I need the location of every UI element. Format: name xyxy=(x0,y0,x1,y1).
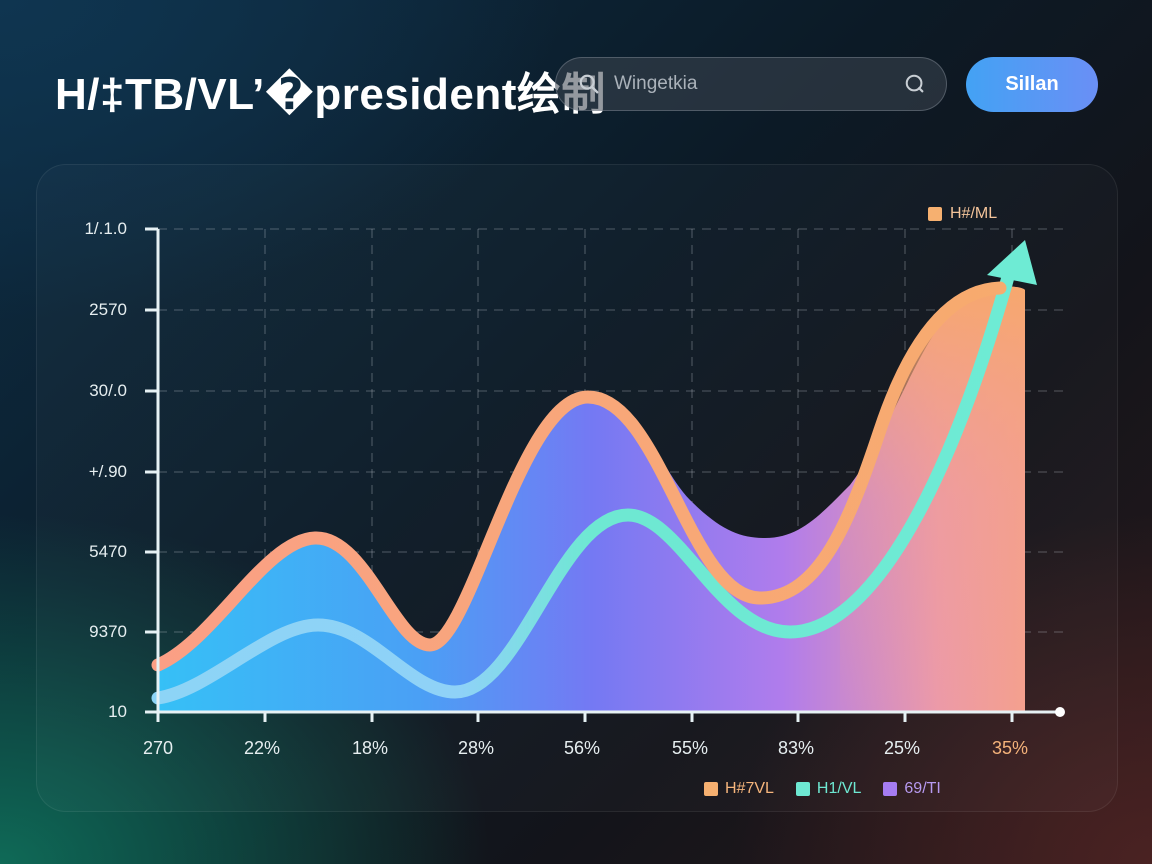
purple-area xyxy=(158,286,1025,712)
page-title: H/‡TB/VL’�president绘制 xyxy=(55,70,606,119)
legend-swatch xyxy=(704,782,718,796)
legend-swatch xyxy=(883,782,898,796)
x-tick-label: 25% xyxy=(883,738,921,758)
legend-label: H#/ML xyxy=(950,205,998,222)
trend-arrow-icon xyxy=(987,240,1037,285)
y-tick-label: 30/.0 xyxy=(89,381,127,400)
legend-label: 69/TI xyxy=(904,780,941,797)
x-tick-label: 270 xyxy=(142,738,174,758)
x-tick-label: 22% xyxy=(243,738,281,758)
submit-button[interactable]: SiIlan xyxy=(966,57,1098,112)
x-tick-label: 55% xyxy=(671,738,709,758)
chart-panel xyxy=(36,164,1118,812)
legend-swatch xyxy=(795,782,810,796)
legend-bottom: H#7VL H1/VL 69/TI xyxy=(704,780,941,798)
search-input[interactable] xyxy=(612,72,906,96)
x-tick-label: 18% xyxy=(351,738,389,758)
legend-item[interactable]: H#7VL xyxy=(704,780,774,798)
orange-line xyxy=(151,281,1007,672)
y-tick-label: +/.90 xyxy=(88,462,127,481)
y-tick-label: 9370 xyxy=(89,622,127,641)
x-tick-label: 56% xyxy=(563,738,601,758)
y-tick-label: 10 xyxy=(108,702,127,721)
x-axis-end-dot xyxy=(1055,707,1065,717)
search-bar[interactable] xyxy=(555,57,947,111)
axis-ticks xyxy=(145,227,1014,722)
x-tick-label: 28% xyxy=(457,738,495,758)
y-tick-label: 5470 xyxy=(89,542,127,561)
y-tick-label: 1/.1.0 xyxy=(84,219,127,238)
search-icon[interactable] xyxy=(578,73,600,95)
legend-label: H1/VL xyxy=(816,780,862,797)
legend-item[interactable]: H1/VL xyxy=(795,780,862,798)
y-tick-label: 2570 xyxy=(89,300,127,319)
x-tick-label: 83% xyxy=(777,738,815,758)
legend-top: H#/ML xyxy=(928,205,997,223)
legend-item[interactable]: 69/TI xyxy=(883,780,941,798)
legend-swatch xyxy=(928,207,942,221)
search-icon[interactable] xyxy=(904,73,926,95)
teal-line xyxy=(151,263,1017,705)
legend-label: H#7VL xyxy=(725,780,774,797)
x-tick-label: 35% xyxy=(991,738,1029,758)
